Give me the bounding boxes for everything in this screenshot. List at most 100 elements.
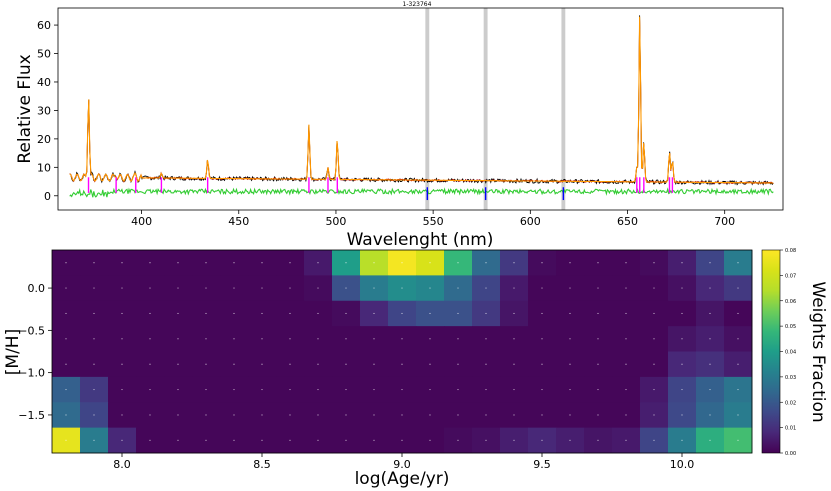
grid-dot (205, 262, 207, 264)
grid-dot (569, 287, 571, 289)
y-tick-label: 50 (37, 48, 51, 61)
masked-region-2 (561, 8, 566, 210)
grid-dot (289, 262, 291, 264)
colorbar-tick-label: 0.01 (785, 426, 796, 432)
spectrum-x-ticks: 400 450 500 550 600 650 700 (131, 210, 735, 228)
grid-dot (93, 262, 95, 264)
grid-dot (569, 338, 571, 340)
grid-dot (709, 262, 711, 264)
grid-dot (625, 439, 627, 441)
grid-dot (709, 338, 711, 340)
grid-dot (485, 262, 487, 264)
grid-dot (93, 414, 95, 416)
grid-dot (429, 414, 431, 416)
grid-dot (737, 363, 739, 365)
grid-dot (513, 312, 515, 315)
grid-dot (205, 388, 207, 391)
grid-dot (401, 414, 403, 416)
grid-dot (541, 262, 543, 264)
grid-dot (121, 338, 123, 340)
grid-dot (345, 363, 347, 365)
grid-dot (205, 287, 207, 289)
grid-dot (121, 439, 123, 441)
spectrum-y-label: Relative Flux (15, 54, 35, 163)
y-tick-label: 10 (37, 161, 51, 174)
grid-dot (401, 312, 403, 315)
masked-region-0 (425, 8, 430, 210)
grid-dot (737, 312, 739, 315)
grid-dot (625, 338, 627, 340)
grid-dot (289, 388, 291, 391)
grid-dot (513, 338, 515, 340)
grid-dot (709, 312, 711, 315)
grid-dot (373, 262, 375, 264)
grid-dot (457, 439, 459, 441)
grid-dot (233, 388, 235, 391)
grid-dot (401, 388, 403, 391)
grid-dot (345, 312, 347, 315)
spectrum-x-label: Wavelenght (nm) (347, 230, 494, 250)
grid-dot (205, 439, 207, 441)
grid-dot (317, 363, 319, 365)
grid-dot (345, 287, 347, 289)
grid-dot (289, 312, 291, 315)
grid-dot (261, 338, 263, 340)
colorbar (761, 249, 781, 454)
grid-dot (569, 439, 571, 441)
grid-dot (485, 388, 487, 391)
colorbar-tick-label: 0.06 (785, 299, 796, 305)
residual-line (69, 187, 774, 198)
grid-dot (261, 312, 263, 315)
grid-dot (233, 312, 235, 315)
grid-dot (401, 287, 403, 289)
x-tick-label: 9.0 (393, 458, 411, 471)
heatmap-panel: 8.0 8.5 9.0 9.5 10.0 0.0 −0.5 −1.0 −1.5 log(Age… (3, 248, 828, 489)
grid-dot (485, 287, 487, 289)
grid-dot (65, 439, 67, 441)
grid-dot (261, 439, 263, 441)
grid-dot (513, 414, 515, 416)
grid-dot (149, 287, 151, 289)
grid-dot (373, 439, 375, 441)
grid-dot (121, 363, 123, 365)
grid-dot (653, 312, 655, 315)
colorbar-label: Weights Fraction (808, 281, 828, 422)
grid-dot (709, 363, 711, 365)
grid-dot (149, 363, 151, 365)
grid-dot (737, 262, 739, 264)
grid-dot (737, 388, 739, 391)
grid-dot (261, 363, 263, 365)
grid-dot (65, 414, 67, 416)
grid-dot (485, 363, 487, 365)
grid-dot (429, 262, 431, 264)
grid-dot (709, 414, 711, 416)
grid-dot (653, 338, 655, 340)
grid-dot (317, 312, 319, 315)
grid-dot (597, 439, 599, 441)
grid-dot (709, 439, 711, 441)
grid-dot (65, 287, 67, 289)
observed-spectrum-line (69, 15, 774, 186)
heatmap-x-label: log(Age/yr) (355, 469, 450, 489)
grid-dot (429, 439, 431, 441)
grid-dot (65, 338, 67, 340)
grid-dot (457, 388, 459, 391)
y-tick-label: 60 (37, 19, 51, 32)
grid-dot (541, 414, 543, 416)
grid-dot (345, 338, 347, 340)
grid-dot (373, 312, 375, 315)
x-tick-label: 700 (714, 215, 735, 228)
grid-dot (289, 338, 291, 340)
grid-dot (65, 363, 67, 365)
grid-dot (149, 338, 151, 340)
grid-dot (261, 262, 263, 264)
grid-dot (429, 363, 431, 365)
grid-dot (121, 388, 123, 391)
grid-dot (345, 439, 347, 441)
grid-dot (401, 262, 403, 264)
grid-dot (681, 363, 683, 365)
grid-dot (429, 287, 431, 289)
grid-dot (597, 262, 599, 264)
masked-region-1 (483, 8, 488, 210)
grid-dot (457, 287, 459, 289)
